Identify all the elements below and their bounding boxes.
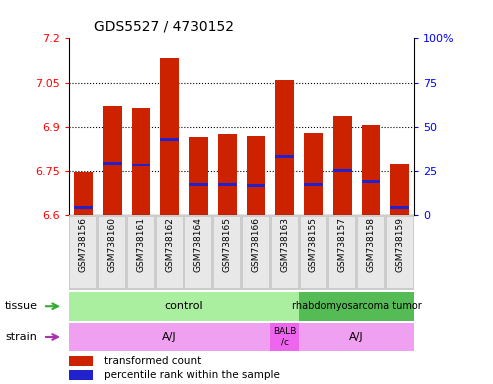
Bar (304, 183, 323, 185)
Bar (155, 215, 184, 290)
Text: GDS5527 / 4730152: GDS5527 / 4730152 (94, 19, 234, 33)
Bar (333, 169, 352, 172)
Text: transformed count: transformed count (104, 356, 201, 366)
Text: GSM738165: GSM738165 (223, 217, 232, 272)
Text: GSM738163: GSM738163 (280, 217, 289, 272)
Bar (98, 215, 127, 290)
Bar (243, 217, 269, 288)
Bar (99, 217, 125, 288)
Bar (214, 217, 240, 288)
Bar (242, 215, 270, 290)
Bar (132, 108, 150, 215)
Bar (362, 125, 380, 215)
Bar (304, 132, 323, 215)
Text: percentile rank within the sample: percentile rank within the sample (104, 370, 280, 380)
Bar (157, 217, 182, 288)
Bar (132, 164, 150, 167)
Bar (69, 323, 270, 351)
Bar (328, 215, 356, 290)
Text: GSM738159: GSM738159 (395, 217, 404, 272)
Bar (390, 164, 409, 215)
Bar (184, 215, 213, 290)
Bar (128, 217, 154, 288)
Bar (390, 206, 409, 209)
Text: BALB
/c: BALB /c (273, 327, 296, 347)
Bar (333, 116, 352, 215)
Text: rhabdomyosarcoma tumor: rhabdomyosarcoma tumor (292, 301, 422, 311)
Bar (69, 292, 299, 321)
Bar (189, 183, 208, 185)
Bar (246, 136, 265, 215)
Bar (299, 323, 414, 351)
Text: strain: strain (5, 332, 37, 342)
Bar (74, 172, 93, 215)
Bar (386, 215, 414, 290)
Bar (301, 217, 326, 288)
Bar (276, 79, 294, 215)
Bar (356, 215, 386, 290)
Bar (127, 215, 155, 290)
Bar (387, 217, 413, 288)
Text: tissue: tissue (5, 301, 38, 311)
Bar (362, 180, 380, 183)
Bar (160, 58, 179, 215)
Bar (218, 134, 237, 215)
Bar (103, 162, 121, 165)
Bar (70, 217, 96, 288)
Bar (329, 217, 355, 288)
Bar (69, 370, 93, 380)
Text: GSM738164: GSM738164 (194, 217, 203, 272)
Bar (189, 137, 208, 215)
Bar (160, 139, 179, 141)
Bar (270, 323, 299, 351)
Text: control: control (165, 301, 204, 311)
Text: GSM738160: GSM738160 (107, 217, 117, 272)
Text: GSM738162: GSM738162 (165, 217, 174, 272)
Bar (358, 217, 384, 288)
Text: GSM738155: GSM738155 (309, 217, 318, 272)
Bar (103, 106, 121, 215)
Bar (69, 215, 98, 290)
Text: GSM738156: GSM738156 (79, 217, 88, 272)
Bar (74, 206, 93, 209)
Bar (213, 215, 242, 290)
Bar (272, 217, 298, 288)
Bar (270, 215, 299, 290)
Text: A/J: A/J (350, 332, 364, 342)
Text: GSM738166: GSM738166 (251, 217, 260, 272)
Text: GSM738158: GSM738158 (366, 217, 376, 272)
Text: GSM738157: GSM738157 (338, 217, 347, 272)
Text: GSM738161: GSM738161 (137, 217, 145, 272)
Bar (276, 155, 294, 158)
Bar (299, 215, 328, 290)
Text: A/J: A/J (162, 332, 177, 342)
Bar (218, 183, 237, 185)
Bar (246, 184, 265, 187)
Bar (299, 292, 414, 321)
Bar (69, 356, 93, 366)
Bar (185, 217, 211, 288)
